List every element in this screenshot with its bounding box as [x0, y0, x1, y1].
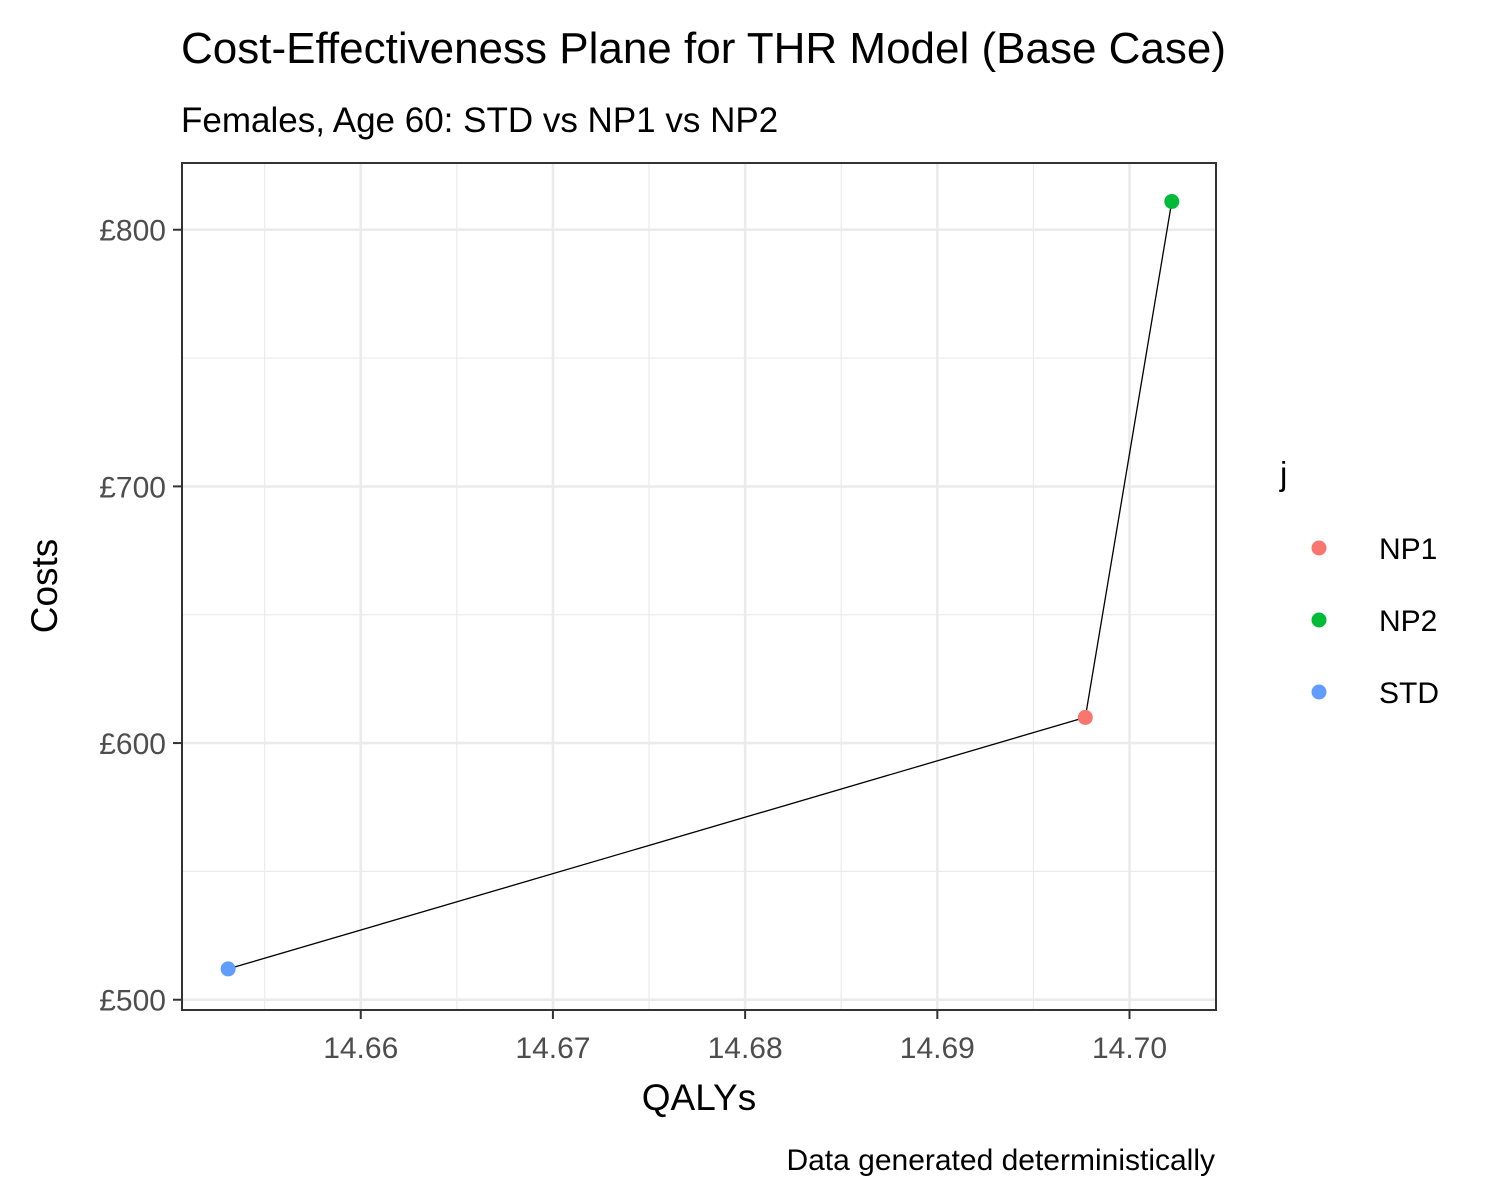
y-tick-label: £800 [99, 215, 166, 248]
x-axis-ticks: 14.66 14.67 14.68 14.69 14.70 [323, 1010, 1167, 1065]
legend-label-std: STD [1379, 677, 1439, 710]
y-tick-label: £500 [99, 985, 166, 1018]
x-tick-label: 14.69 [900, 1032, 975, 1065]
point-np1 [1077, 709, 1093, 725]
x-tick-label: 14.68 [708, 1032, 783, 1065]
legend-key-np1 [1311, 540, 1327, 556]
point-np2 [1164, 194, 1180, 209]
legend-key-std [1311, 684, 1327, 700]
chart-title: Cost-Effectiveness Plane for THR Model (… [181, 24, 1226, 73]
x-axis-title: QALYs [642, 1077, 756, 1118]
chart-caption: Data generated deterministically [786, 1144, 1215, 1177]
data-points [220, 194, 1180, 977]
legend-label-np2: NP2 [1379, 605, 1437, 638]
y-tick-label: £600 [99, 728, 166, 761]
plot-panel [182, 163, 1216, 1010]
chart-subtitle: Females, Age 60: STD vs NP1 vs NP2 [181, 101, 778, 140]
y-axis-title: Costs [24, 539, 65, 634]
legend-label-np1: NP1 [1379, 533, 1437, 566]
x-tick-label: 14.66 [323, 1032, 398, 1065]
minor-gridlines [182, 163, 1216, 1010]
legend: j NP1 NP2 STD [1279, 455, 1439, 710]
y-tick-label: £700 [99, 471, 166, 504]
point-std [220, 961, 236, 977]
x-tick-label: 14.70 [1092, 1032, 1167, 1065]
legend-title: j [1279, 455, 1287, 492]
legend-key-np2 [1311, 612, 1327, 628]
plot-border [181, 162, 1217, 1011]
y-axis-ticks: £500 £600 £700 £800 [99, 215, 182, 1018]
x-tick-label: 14.67 [515, 1032, 590, 1065]
major-gridlines [182, 163, 1216, 1010]
